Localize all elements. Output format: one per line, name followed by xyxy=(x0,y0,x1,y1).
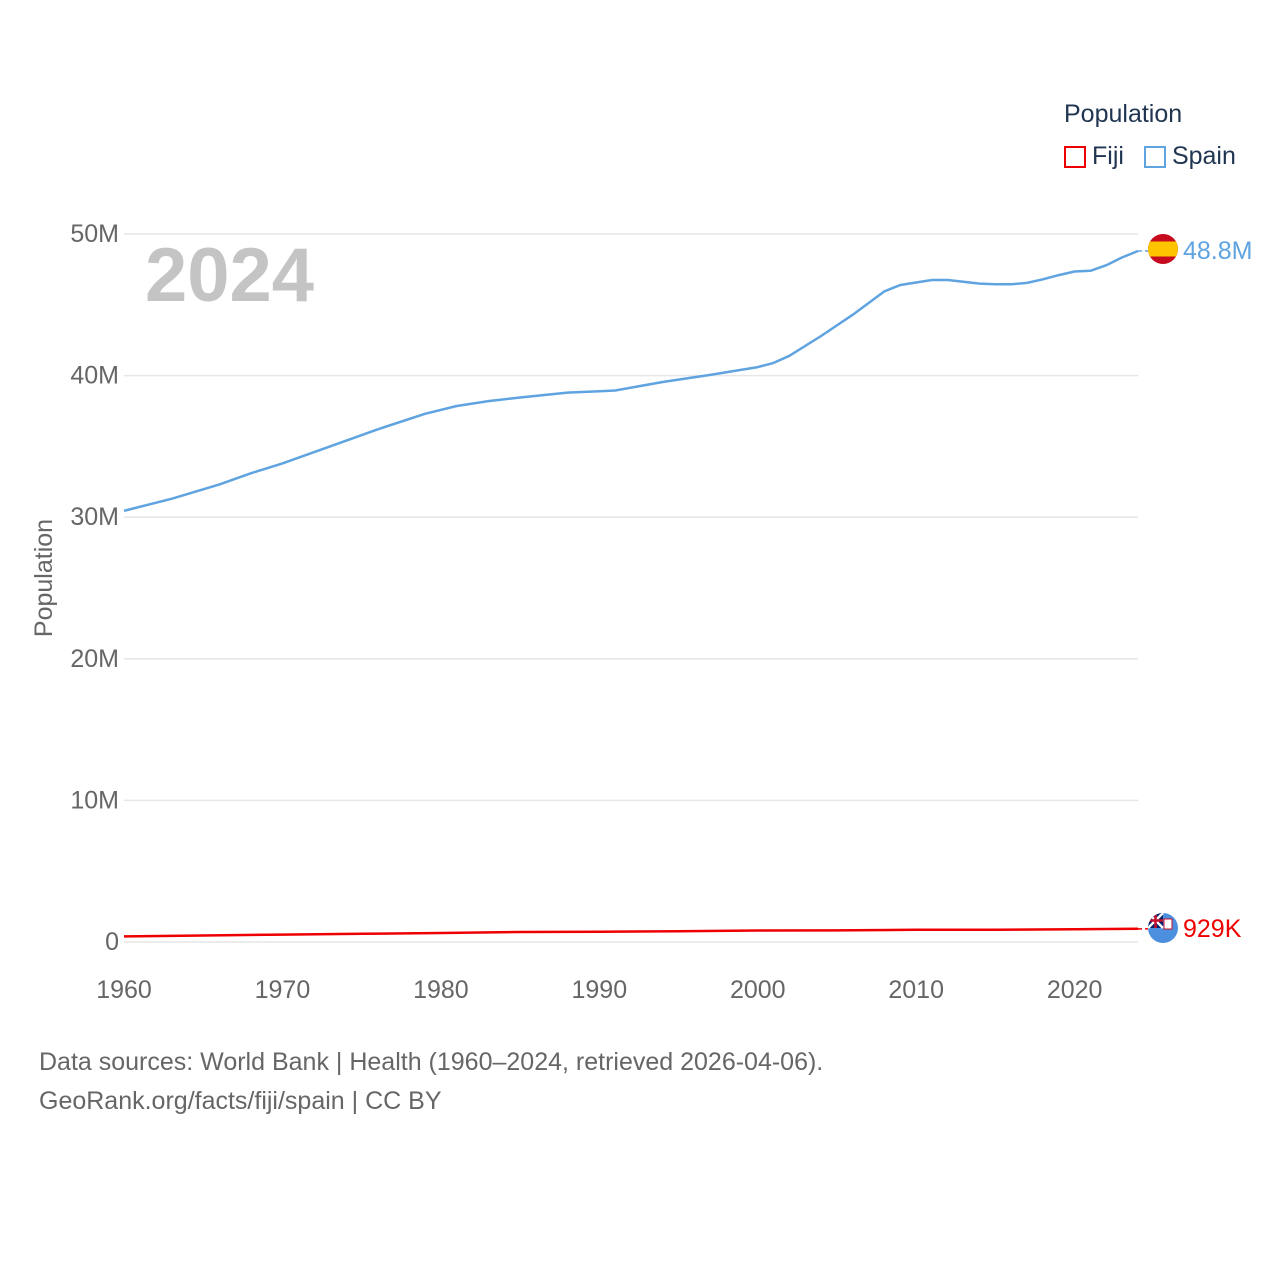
y-tick-label: 50M xyxy=(70,220,119,248)
x-tick-label: 2010 xyxy=(888,976,944,1004)
legend-item-fiji[interactable]: Fiji xyxy=(1064,142,1124,171)
legend-swatch-fiji xyxy=(1064,145,1086,168)
y-axis-title: Population xyxy=(30,519,58,637)
y-tick-label: 40M xyxy=(70,362,119,390)
x-tick-label: 1960 xyxy=(96,976,152,1004)
x-axis-ticks: 1960 1970 1980 1990 2000 2010 2020 xyxy=(96,976,1102,1004)
attribution-link[interactable]: GeoRank.org/facts/fiji/spain | CC BY xyxy=(39,1087,442,1115)
y-tick-label: 10M xyxy=(70,786,119,814)
series-line-fiji xyxy=(123,927,1139,938)
legend: Fiji Spain xyxy=(1064,142,1236,171)
gridlines xyxy=(124,233,1138,943)
series-end-labels: 48.8M 929K xyxy=(1183,237,1252,943)
legend-swatch-spain xyxy=(1143,145,1166,168)
series-lines xyxy=(123,249,1148,938)
x-tick-label: 1970 xyxy=(255,976,311,1004)
fiji-flag-icon xyxy=(1148,913,1178,943)
y-tick-label: 20M xyxy=(70,645,119,673)
y-axis-ticks: 0 10M 20M 30M 40M 50M xyxy=(70,220,119,956)
footer: Data sources: World Bank | Health (1960–… xyxy=(39,1043,823,1121)
legend-title: Population xyxy=(1064,100,1183,128)
x-tick-label: 2020 xyxy=(1047,976,1103,1004)
spain-flag-icon xyxy=(1148,234,1178,264)
data-sources-text: Data sources: World Bank | Health (1960–… xyxy=(39,1048,824,1076)
end-label-spain: 48.8M xyxy=(1183,237,1252,265)
series-line-spain xyxy=(123,249,1139,513)
x-tick-label: 1990 xyxy=(572,976,628,1004)
legend-label-fiji: Fiji xyxy=(1092,142,1124,170)
end-label-fiji: 929K xyxy=(1183,915,1242,943)
x-tick-label: 1980 xyxy=(413,976,469,1004)
y-tick-label: 30M xyxy=(70,503,119,531)
legend-item-spain[interactable]: Spain xyxy=(1143,142,1236,171)
x-tick-label: 2000 xyxy=(730,976,786,1004)
year-label: 2024 xyxy=(145,233,314,318)
y-tick-label: 0 xyxy=(105,928,119,956)
legend-label-spain: Spain xyxy=(1171,142,1236,170)
